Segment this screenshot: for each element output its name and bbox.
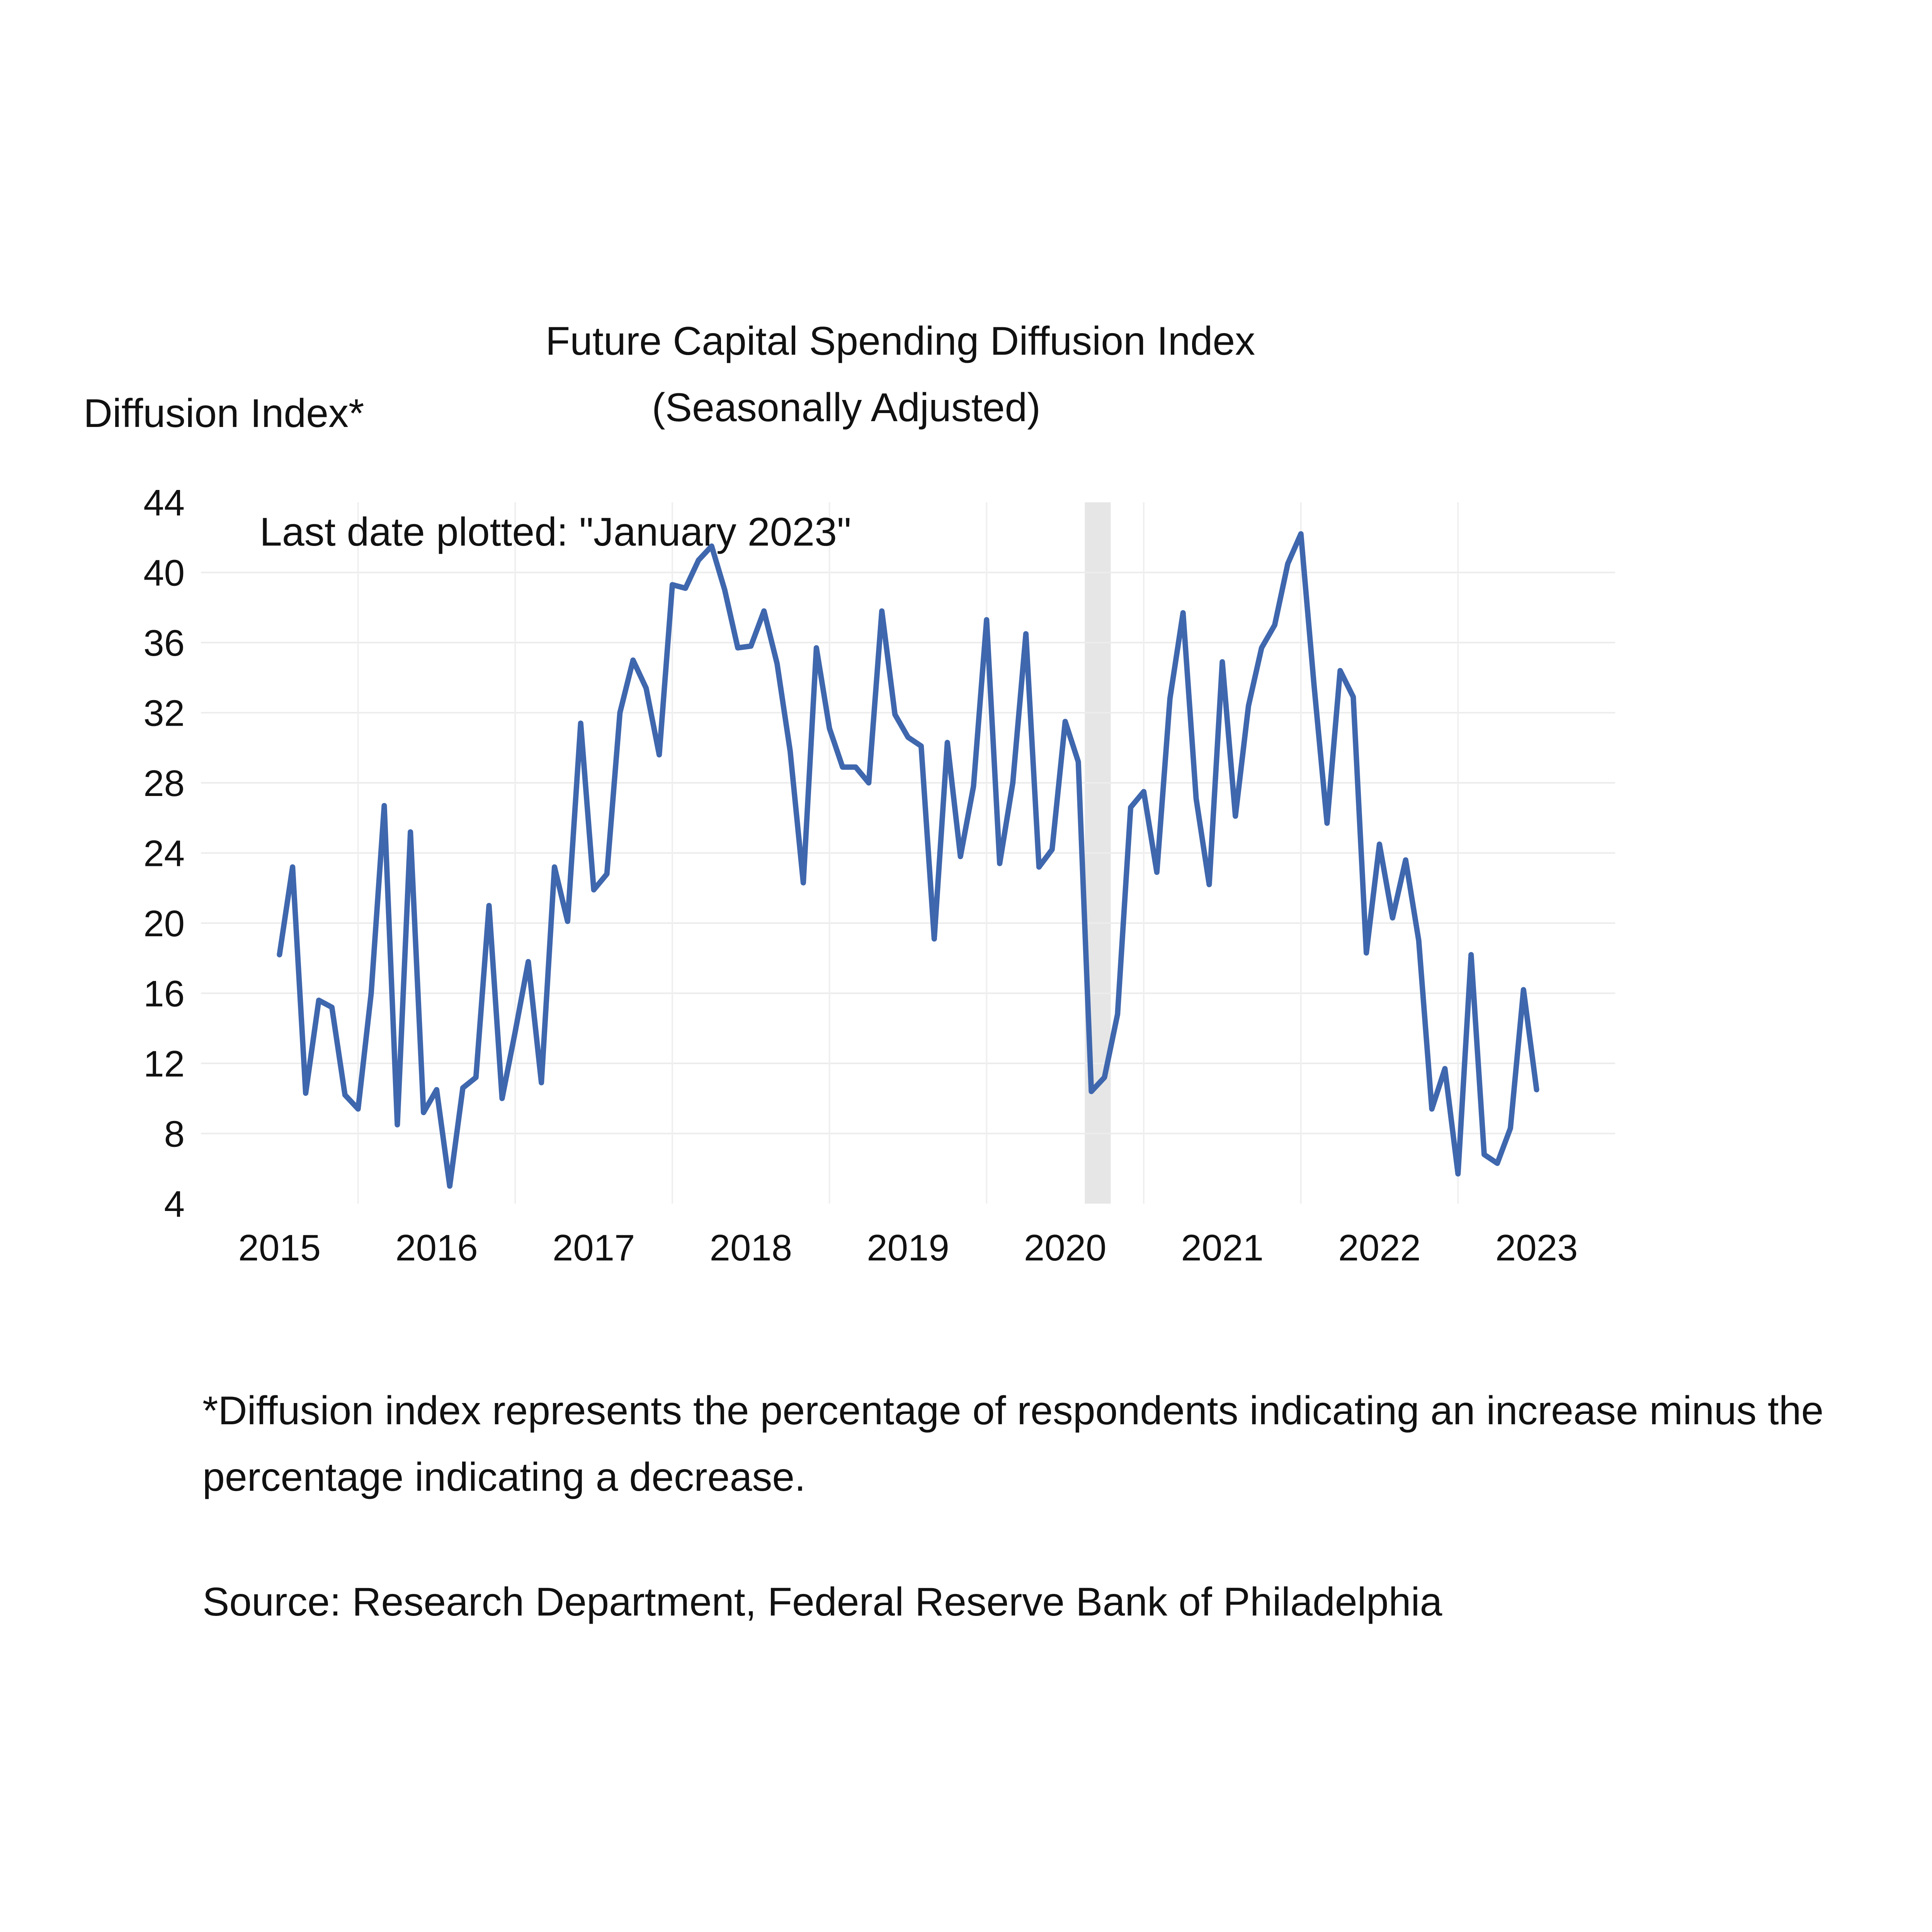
series-group — [277, 531, 1539, 1189]
x-tick-label: 2019 — [867, 1227, 949, 1269]
y-tick-label: 28 — [143, 763, 185, 804]
y-tick-label: 4 — [164, 1184, 185, 1225]
last-date-annotation: Last date plotted: "January 2023" — [260, 510, 851, 554]
y-axis-label: Diffusion Index* — [83, 391, 364, 436]
series-line — [277, 531, 1539, 1189]
x-axis-ticks: 2015 2016 2017 2018 2019 2020 2021 2022 2023 — [238, 1227, 1578, 1269]
x-tick-label: 2022 — [1338, 1227, 1421, 1269]
x-tick-label: 2020 — [1024, 1227, 1107, 1269]
y-tick-label: 8 — [164, 1114, 185, 1155]
footnote: *Diffusion index represents the percenta… — [202, 1388, 1824, 1500]
x-tick-label: 2017 — [553, 1227, 635, 1269]
x-tick-label: 2018 — [710, 1227, 793, 1269]
chart-title: Future Capital Spending Diffusion Index — [546, 319, 1255, 364]
x-tick-label: 2015 — [238, 1227, 321, 1269]
y-tick-label: 40 — [143, 553, 185, 594]
y-tick-label: 36 — [143, 622, 185, 664]
source-note: Source: Research Department, Federal Res… — [202, 1580, 1442, 1624]
y-tick-label: 12 — [143, 1043, 185, 1085]
x-tick-label: 2023 — [1495, 1227, 1578, 1269]
chart-subtitle: (Seasonally Adjusted) — [652, 385, 1041, 430]
y-tick-label: 44 — [143, 482, 185, 524]
y-axis-ticks: 4 8 12 16 20 24 28 32 36 40 44 — [143, 482, 185, 1225]
gridlines — [201, 502, 1615, 1204]
y-tick-label: 32 — [143, 693, 185, 734]
y-tick-label: 24 — [143, 833, 185, 874]
y-tick-label: 20 — [143, 903, 185, 944]
x-tick-label: 2016 — [395, 1227, 478, 1269]
x-tick-label: 2021 — [1181, 1227, 1264, 1269]
y-tick-label: 16 — [143, 973, 185, 1015]
